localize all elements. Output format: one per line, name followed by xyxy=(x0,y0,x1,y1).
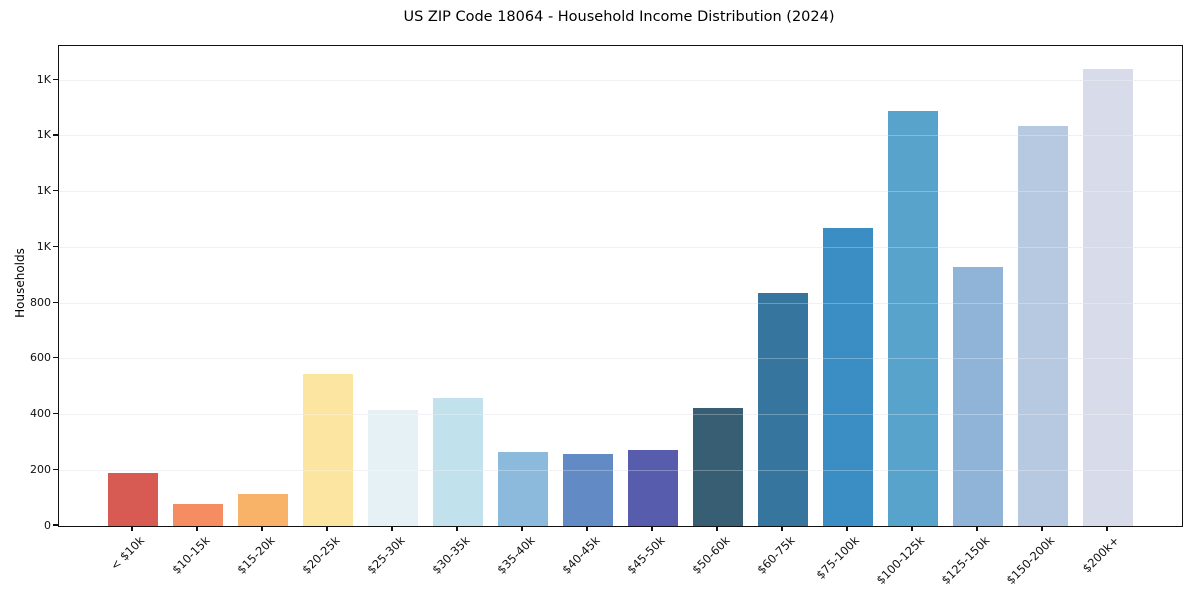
y-tick-label: 0 xyxy=(44,518,51,532)
x-tick-mark xyxy=(1106,526,1108,531)
x-tick-label: $30-35k xyxy=(428,533,473,577)
bar xyxy=(238,493,288,526)
bar xyxy=(888,110,938,526)
x-tick-label: $20-25k xyxy=(298,533,343,577)
bar xyxy=(433,397,483,526)
y-tick-mark xyxy=(53,301,58,303)
x-tick-mark xyxy=(196,526,198,531)
bar xyxy=(498,452,548,526)
x-tick-label: $45-50k xyxy=(623,533,668,577)
x-tick-label: $200k+ xyxy=(1080,533,1123,576)
y-tick-label: 800 xyxy=(30,295,51,309)
y-tick-label: 400 xyxy=(30,407,51,421)
x-tick-mark xyxy=(521,526,523,531)
x-tick-mark xyxy=(391,526,393,531)
bar xyxy=(953,266,1003,526)
bar xyxy=(758,293,808,526)
gridline-overlay xyxy=(59,191,1182,193)
x-tick-label: $100-125k xyxy=(873,533,928,588)
x-tick-mark xyxy=(1041,526,1043,531)
gridline-overlay xyxy=(59,246,1182,248)
x-tick-mark xyxy=(716,526,718,531)
y-axis-label: Households xyxy=(13,248,27,318)
bar xyxy=(693,407,743,526)
gridline xyxy=(59,135,1182,137)
y-tick-mark xyxy=(53,412,58,415)
x-tick-label: $75-100k xyxy=(813,533,863,582)
gridline-overlay xyxy=(59,135,1182,137)
x-tick-label: $15-20k xyxy=(233,533,278,577)
gridline-overlay xyxy=(59,79,1182,81)
gridline xyxy=(59,246,1182,248)
x-tick-label: $60-75k xyxy=(753,533,798,577)
bar xyxy=(823,227,873,526)
gridline-overlay xyxy=(59,414,1182,416)
bar xyxy=(303,374,353,526)
y-tick-mark xyxy=(53,468,58,470)
y-tick-mark xyxy=(53,357,58,359)
x-tick-mark xyxy=(651,526,653,531)
bar xyxy=(368,410,418,526)
x-tick-label: $50-60k xyxy=(688,533,733,577)
gridline-overlay xyxy=(59,302,1182,304)
y-tick-mark xyxy=(53,134,58,136)
y-tick-mark xyxy=(53,524,58,526)
x-tick-mark xyxy=(976,526,978,531)
gridline xyxy=(59,358,1182,360)
bar xyxy=(108,473,158,526)
y-tick-label: 1K xyxy=(36,184,51,198)
x-tick-label: $35-40k xyxy=(493,533,538,577)
gridline-overlay xyxy=(59,469,1182,471)
x-tick-label: $125-150k xyxy=(938,533,993,588)
gridline xyxy=(59,191,1182,193)
x-tick-mark xyxy=(261,526,263,531)
y-tick-label: 600 xyxy=(30,351,51,365)
gridline-overlay xyxy=(59,358,1182,360)
x-tick-mark xyxy=(781,526,783,531)
bar xyxy=(1018,126,1068,526)
gridline xyxy=(59,469,1182,471)
y-tick-mark xyxy=(53,245,58,247)
bar xyxy=(563,454,613,526)
gridline xyxy=(59,414,1182,416)
y-tick-label: 1K xyxy=(36,239,51,253)
x-tick-mark xyxy=(131,526,133,531)
x-tick-label: $10-15k xyxy=(168,533,213,577)
y-tick-label: 200 xyxy=(30,462,51,476)
y-tick-mark xyxy=(53,78,58,80)
bar xyxy=(173,503,223,526)
x-tick-mark xyxy=(326,526,328,531)
chart-title: US ZIP Code 18064 - Household Income Dis… xyxy=(403,9,835,25)
x-tick-mark xyxy=(911,526,913,531)
y-tick-mark xyxy=(53,190,58,192)
x-tick-label: < $10k xyxy=(107,533,148,573)
x-tick-label: $150-200k xyxy=(1003,533,1058,588)
y-tick-label: 1K xyxy=(36,72,51,86)
x-tick-label: $40-45k xyxy=(558,533,603,577)
bar xyxy=(1083,69,1133,526)
x-tick-label: $25-30k xyxy=(363,533,408,577)
gridline xyxy=(59,302,1182,304)
x-tick-mark xyxy=(456,526,458,531)
y-tick-label: 1K xyxy=(36,128,51,142)
gridline xyxy=(59,79,1182,81)
x-tick-mark xyxy=(586,526,588,531)
x-tick-mark xyxy=(846,526,848,531)
bar xyxy=(628,450,678,526)
plot-area xyxy=(58,45,1183,527)
